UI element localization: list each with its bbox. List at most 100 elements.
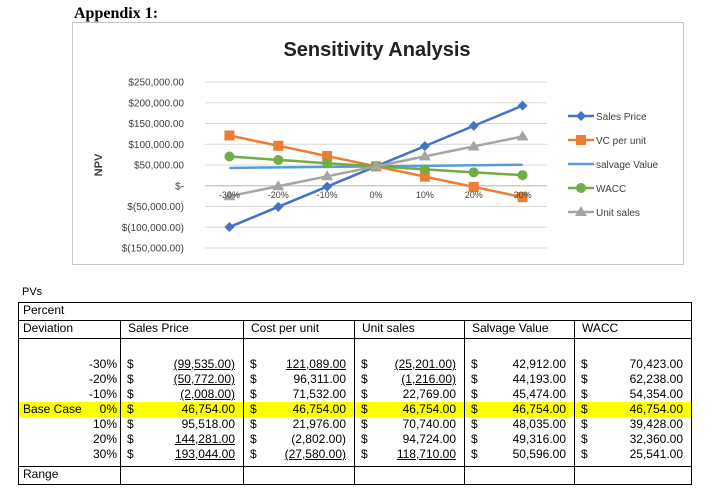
currency-symbol: $ [250,447,257,461]
cell-value: 39,428.00 [629,417,683,431]
x-tick-label: -10% [317,190,338,200]
cell-value: 95,518.00 [181,417,235,431]
chart-title: Sensitivity Analysis [283,39,470,61]
currency-symbol: $ [471,357,478,371]
deviation-value: -10% [88,387,117,401]
data-point [223,190,236,201]
data-point [224,151,235,162]
currency-symbol: $ [471,417,478,431]
data-point [273,154,284,165]
currency-symbol: $ [250,417,257,431]
x-tick-label: 20% [465,190,483,200]
cell-value: 48,035.00 [512,417,566,431]
value-cell: $48,035.00 [465,417,574,432]
value-cell: $95,518.00 [121,417,243,432]
cell-value: 144,281.00 [174,432,235,446]
data-point [517,170,528,181]
value-cell: $ (2,008.00) [121,387,243,402]
legend-marker [575,206,587,216]
deviation-value: -30% [88,357,117,371]
y-tick-label: $150,000.00 [128,119,184,130]
legend-marker [576,111,586,121]
currency-symbol: $ [581,417,588,431]
appendix-title: Appendix 1: [74,5,159,22]
currency-symbol: $ [127,432,134,446]
cell-value: 70,423.00 [629,357,683,371]
currency-symbol: $ [361,372,368,386]
currency-symbol: $ [250,357,257,371]
cell-value: 54,354.00 [629,387,683,401]
salvage-value-column: $42,912.00 $44,193.00 $45,474.00 $46,754.00… [465,357,574,462]
value-cell: $49,316.00 [465,432,574,447]
currency-symbol: $ [127,417,134,431]
y-tick-label: $- [175,181,184,192]
value-cell: $ (25,201.00) [355,357,464,372]
data-point [322,181,333,192]
deviation-cell: 30% [19,447,120,462]
currency-symbol: $ [250,387,257,401]
cell-value: 21,976.00 [292,417,346,431]
y-tick-label: $250,000.00 [128,78,184,89]
cell-value: 42,912.00 [512,357,566,371]
currency-symbol: $ [581,402,588,416]
currency-symbol: $ [471,372,478,386]
cell-value: 44,193.00 [512,372,566,386]
value-cell: $ (99,535.00) [121,357,243,372]
value-cell: $44,193.00 [465,372,574,387]
cell-value: 46,754.00 [402,402,456,416]
x-tick-label: -30% [219,190,240,200]
x-tick-label: -20% [268,190,289,200]
cell-value: 46,754.00 [181,402,235,416]
currency-symbol: $ [361,402,368,416]
currency-symbol: $ [471,432,478,446]
x-tick-label: 10% [416,190,434,200]
deviation-value: 20% [92,432,117,446]
cell-value: 49,316.00 [512,432,566,446]
deviation-cell: -10% [19,387,120,402]
value-cell: $193,044.00 [121,447,243,462]
cell-value: (99,535.00) [173,357,235,371]
header-deviation: Deviation [18,320,121,339]
currency-symbol: $ [361,387,368,401]
cell-value: (25,201.00) [394,357,456,371]
data-point [419,171,430,182]
cell-value: (1,216.00) [401,372,456,386]
currency-symbol: $ [127,357,134,371]
cell-value: (2,802.00) [291,432,346,446]
currency-symbol: $ [127,387,134,401]
legend-label: Unit sales [596,208,640,219]
cell-value: 118,710.00 [396,447,456,461]
value-cell: $21,976.00 [244,417,354,432]
cell-value: (27,580.00) [284,447,346,461]
value-cell: $71,532.00 [244,387,354,402]
y-tick-label: $50,000.00 [134,161,184,172]
currency-symbol: $ [581,372,588,386]
currency-symbol: $ [250,432,257,446]
y-tick-label: $(150,000.00) [122,244,184,255]
legend-label: salvage Value [596,160,659,171]
currency-symbol: $ [361,417,368,431]
data-point [419,164,430,175]
legend-item: salvage Value [568,160,659,171]
data-point [224,130,235,141]
deviation-cell: Base Case 0% [19,402,120,417]
data-point [272,180,285,191]
cell-value: 46,754.00 [292,402,346,416]
currency-symbol: $ [581,387,588,401]
value-cell: $70,740.00 [355,417,464,432]
value-cell: $ (1,216.00) [355,372,464,387]
deviation-cell: 10% [19,417,120,432]
data-point [468,120,479,131]
data-point [419,141,430,152]
legend-item: Unit sales [568,206,640,219]
cell-value: 45,474.00 [512,387,566,401]
deviation-value: -20% [88,372,117,386]
data-point [516,130,529,141]
y-axis-label: NPV [93,153,105,176]
value-cell: $121,089.00 [244,357,354,372]
value-cell: $54,354.00 [575,387,691,402]
value-cell: $25,541.00 [575,447,691,462]
value-cell: $144,281.00 [121,432,243,447]
value-cell: $46,754.00 [355,402,464,417]
cell-value: 22,769.00 [402,387,456,401]
